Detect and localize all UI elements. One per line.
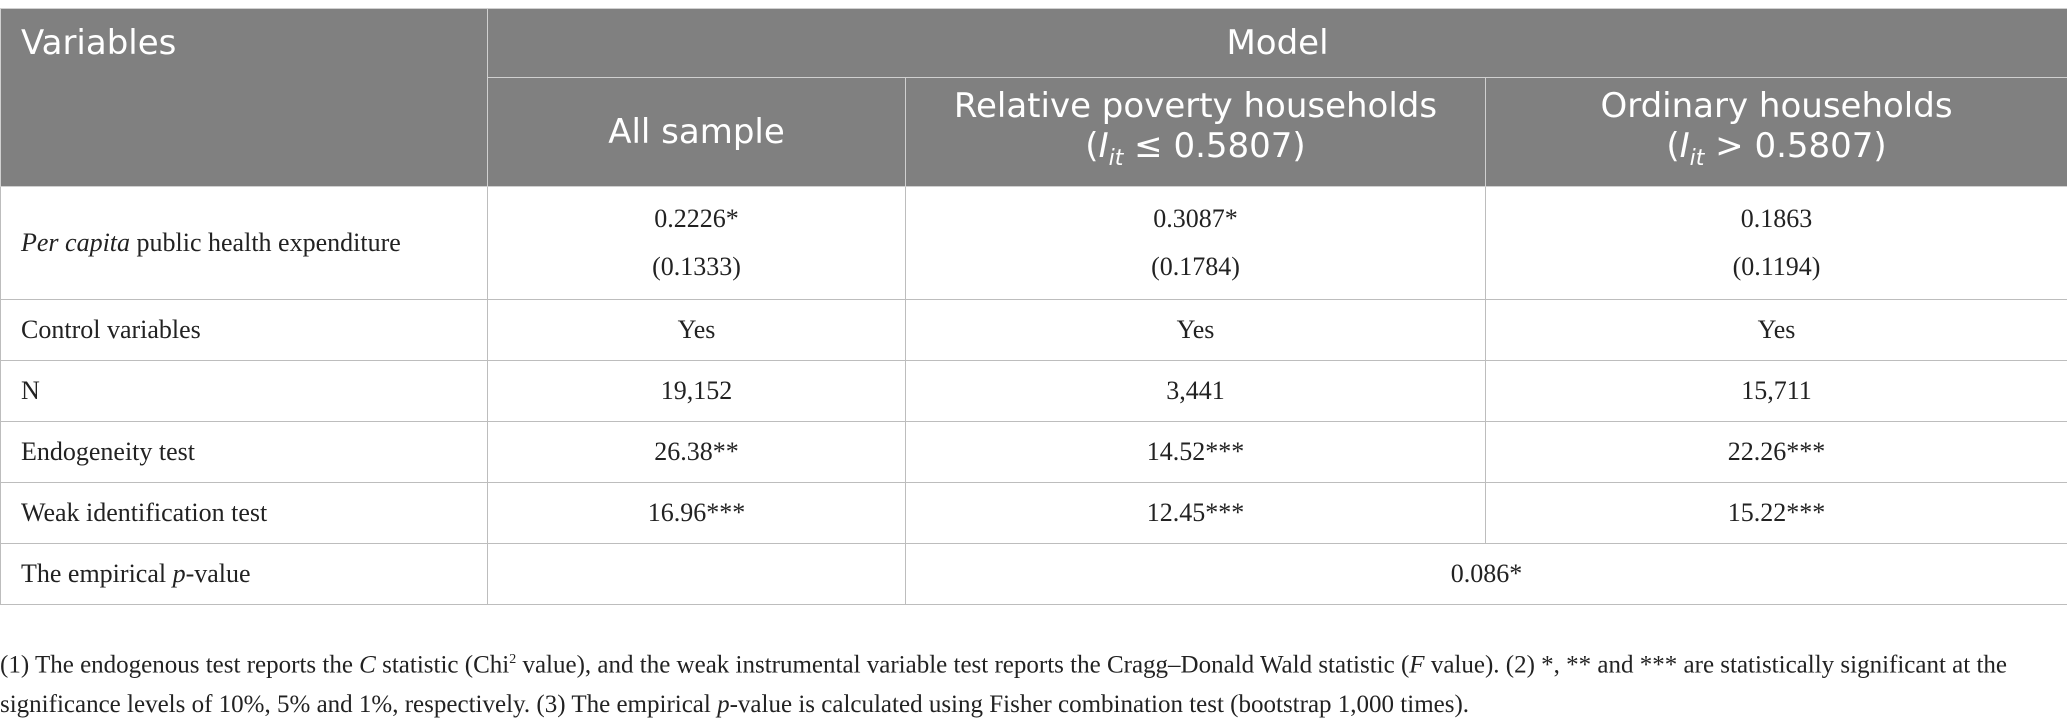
cell-poverty-health: 0.3087* (0.1784) — [905, 186, 1486, 300]
header-poverty-condition: (Iit ≤ 0.5807) — [1085, 125, 1306, 171]
row-label-controls: Control variables — [0, 299, 488, 361]
row-label-empirical-pvalue: The empirical p-value — [0, 543, 488, 605]
subheader-row: All sample Relative poverty households (… — [1, 77, 2067, 187]
cell-all-weak: 16.96*** — [487, 482, 906, 544]
cell-poverty-n: 3,441 — [905, 360, 1486, 422]
cell-ordinary-controls: Yes — [1484, 299, 2067, 361]
table-row: Weak identification test 16.96*** 12.45*… — [0, 482, 2067, 544]
table-row: Control variables Yes Yes Yes — [0, 299, 2067, 361]
table-footnote: (1) The endogenous test reports the C st… — [0, 651, 2008, 719]
cell-poverty-weak: 12.45*** — [905, 482, 1486, 544]
cell-poverty-endogeneity: 14.52*** — [905, 421, 1486, 483]
cell-ordinary-n: 15,711 — [1484, 360, 2067, 422]
cell-all-n: 19,152 — [487, 360, 906, 422]
header-model: Model — [486, 8, 2067, 78]
header-ordinary-households: Ordinary households (Iit > 0.5807) — [1484, 77, 2067, 187]
row-label-n: N — [0, 360, 488, 422]
header-ordinary-condition: (Iit > 0.5807) — [1666, 125, 1887, 171]
header-all-sample: All sample — [487, 77, 906, 187]
cell-ordinary-weak: 15.22*** — [1484, 482, 2067, 544]
cell-all-pvalue-empty — [487, 543, 906, 605]
row-label-weak-identification: Weak identification test — [0, 482, 488, 544]
cell-all-endogeneity: 26.38** — [487, 421, 906, 483]
row-label-endogeneity: Endogeneity test — [0, 421, 488, 483]
table-row: N 19,152 3,441 15,711 — [0, 360, 2067, 422]
header-variables: Variables — [0, 8, 488, 187]
header-poverty-label: Relative poverty households — [953, 85, 1438, 126]
cell-all-controls: Yes — [487, 299, 906, 361]
cell-all-health: 0.2226* (0.1333) — [487, 186, 906, 300]
row-label-health-expenditure: Per capita public health expenditure — [0, 186, 488, 300]
header-ordinary-label: Ordinary households — [1600, 85, 1953, 126]
table-row: Endogeneity test 26.38** 14.52*** 22.26*… — [0, 421, 2067, 483]
header-poverty-households: Relative poverty households (Iit ≤ 0.580… — [905, 77, 1486, 187]
cell-ordinary-health: 0.1863 (0.1194) — [1484, 186, 2067, 300]
cell-pvalue-merged: 0.086* — [904, 543, 2067, 605]
cell-poverty-controls: Yes — [905, 299, 1486, 361]
results-table: Variables Model All sample Relative pove… — [0, 8, 2067, 605]
table-row: The empirical p-value 0.086* — [0, 543, 2067, 605]
header-row: Variables Model — [0, 8, 2067, 187]
table-row: Per capita public health expenditure 0.2… — [0, 186, 2067, 300]
cell-ordinary-endogeneity: 22.26*** — [1484, 421, 2067, 483]
